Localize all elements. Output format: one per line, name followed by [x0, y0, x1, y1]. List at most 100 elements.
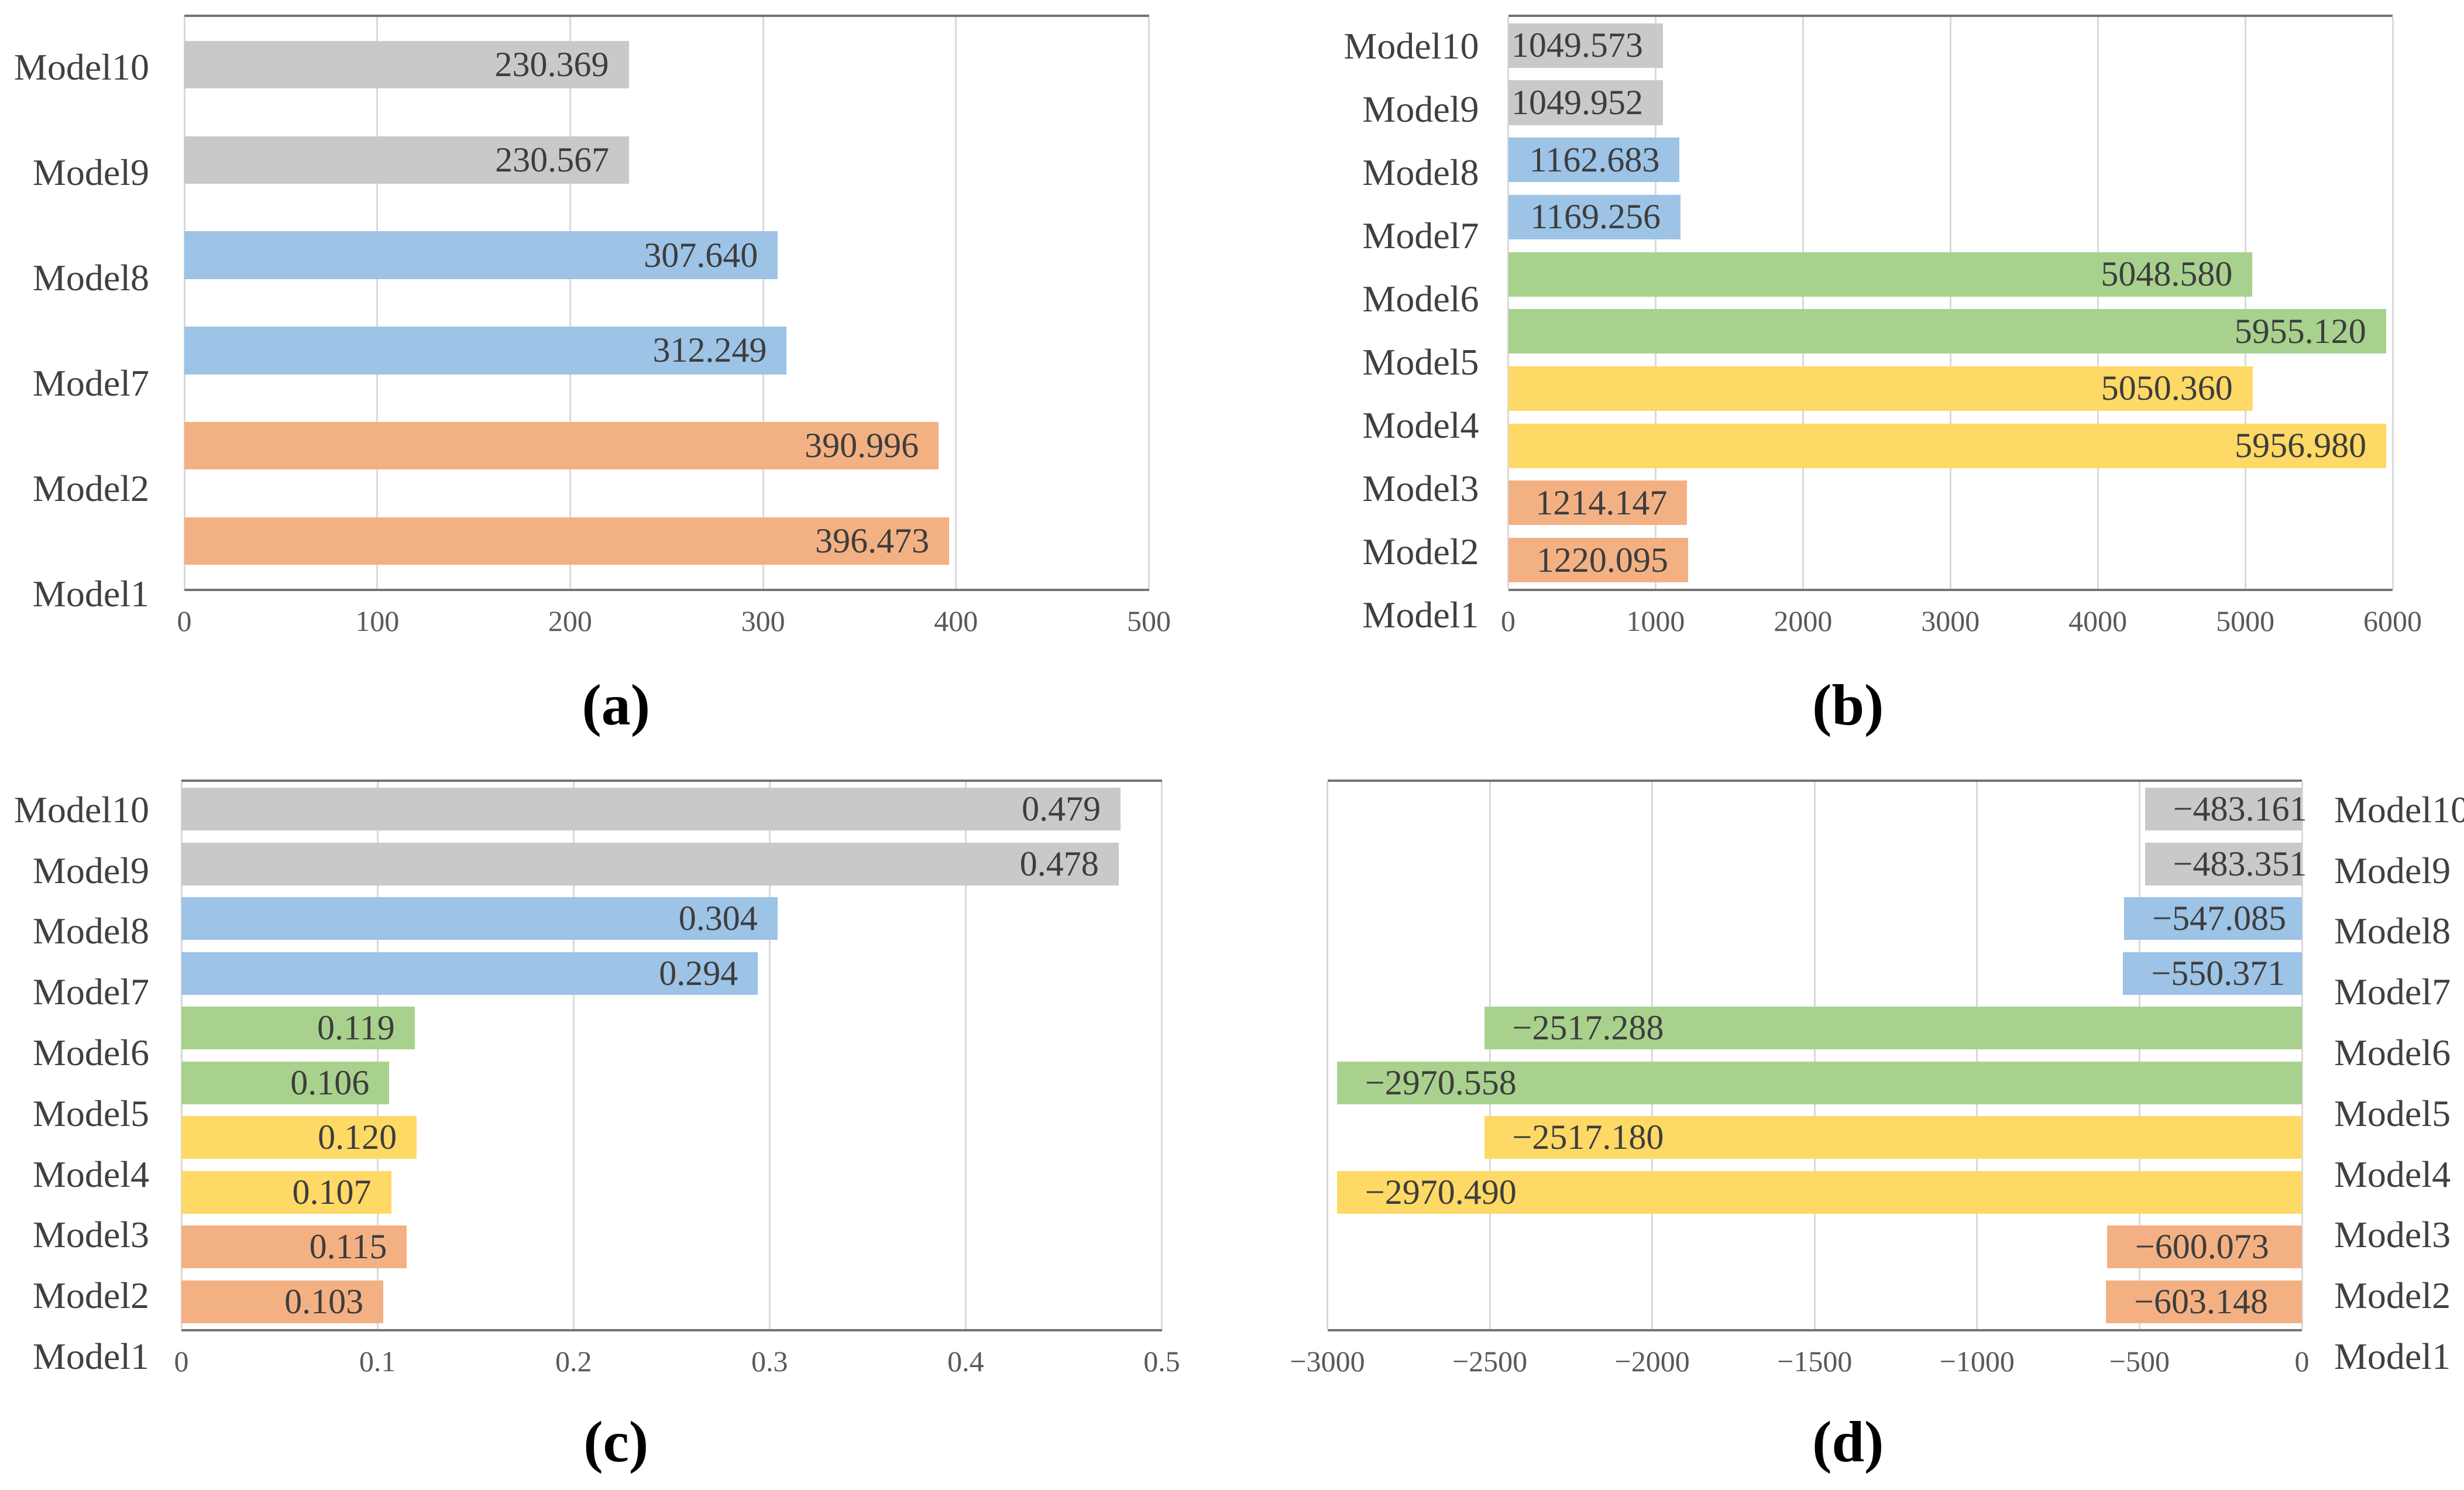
- gridline: [2391, 17, 2394, 589]
- bar-value-label: 390.996: [805, 426, 919, 465]
- bar-value-label: 0.106: [290, 1063, 370, 1102]
- bar-value-label: 5050.360: [2101, 369, 2233, 408]
- bar-model1: −603.148: [2106, 1280, 2302, 1323]
- x-tick-label: 3000: [1921, 605, 1980, 637]
- bar-row-model2: 0.115: [181, 1220, 1162, 1275]
- bar-value-label: 0.103: [284, 1282, 364, 1321]
- bar-model4: 5050.360: [1508, 366, 2253, 411]
- gridline: [768, 782, 771, 1329]
- x-tick-label: 0.1: [359, 1345, 396, 1378]
- bar-value-label: −2970.490: [1365, 1172, 1517, 1211]
- bar-model3: 0.107: [181, 1170, 391, 1214]
- bar-model10: 230.369: [184, 40, 629, 89]
- gridline: [955, 17, 957, 589]
- bar-value-label: 230.369: [494, 44, 609, 84]
- x-tick-label: −3000: [1290, 1345, 1365, 1378]
- category-label-model2: Model2: [32, 1275, 149, 1317]
- bar-row-model8: −547.085: [1328, 891, 2302, 946]
- bar-value-label: −547.085: [2152, 899, 2287, 938]
- bar-model7: −550.371: [2123, 952, 2302, 995]
- gridline: [1813, 782, 1816, 1329]
- plot-column-b: 1049.573 1049.952 1162.683 1169.256 5048.580…: [1501, 15, 2422, 647]
- x-tick-label: 500: [1127, 605, 1171, 637]
- bar-row-model6: −2517.288: [1328, 1001, 2302, 1056]
- bar-row-model8: 0.304: [181, 891, 1162, 946]
- category-label-model2: Model2: [32, 468, 149, 509]
- category-label-model5: Model5: [32, 1092, 149, 1134]
- category-label-model7: Model7: [1362, 215, 1479, 256]
- bar-value-label: −600.073: [2135, 1227, 2269, 1266]
- bar-model7: 1169.256: [1508, 194, 1681, 239]
- category-label-model8: Model8: [1362, 152, 1479, 193]
- category-label-model2: Model2: [2334, 1275, 2451, 1317]
- bar-model1: 1220.095: [1508, 537, 1688, 583]
- gridline: [1654, 17, 1657, 589]
- gridline: [1326, 782, 1328, 1329]
- bar-model3: −2970.490: [1336, 1170, 2302, 1214]
- bar-row-model4: 0.120: [181, 1110, 1162, 1165]
- bar-row-model10: 230.369: [184, 17, 1149, 112]
- gridline: [376, 17, 379, 589]
- x-tick-label: 0: [174, 1345, 189, 1378]
- bar-model8: 1162.683: [1508, 138, 1680, 183]
- bar-model2: −600.073: [2106, 1225, 2302, 1269]
- category-label-model3: Model3: [32, 1214, 149, 1256]
- bar-row-model2: −600.073: [1328, 1220, 2302, 1275]
- plot-column-d: −483.161 −483.351 −547.085 −550.371 −2517.28…: [1290, 780, 2310, 1387]
- panel-a: Model10 Model9 Model8 Model7 Model2 Model1 23…: [0, 0, 1232, 745]
- bar-value-label: 1169.256: [1530, 197, 1661, 236]
- x-tick-label: 300: [741, 605, 785, 637]
- bar-model2: 1214.147: [1508, 480, 1688, 526]
- bar-value-label: 0.120: [318, 1118, 397, 1157]
- bar-value-label: 0.107: [292, 1172, 372, 1211]
- category-label-model6: Model6: [2334, 1032, 2451, 1074]
- bar-row-model3: −2970.490: [1328, 1165, 2302, 1220]
- gridline: [1949, 17, 1951, 589]
- bar-value-label: −2970.558: [1365, 1063, 1517, 1102]
- x-tick-label: 0.3: [751, 1345, 788, 1378]
- gridline: [2244, 17, 2246, 589]
- bar-model7: 312.249: [184, 327, 787, 375]
- x-axis-b: 0 1000 2000 3000 4000 5000 6000: [1501, 591, 2422, 647]
- bar-row-model2: 1214.147: [1508, 475, 2393, 532]
- panel-c: Model10 Model9 Model8 Model7 Model6 Model5 Mod…: [0, 745, 1232, 1490]
- bar-value-label: 1220.095: [1536, 540, 1668, 579]
- bar-model8: 0.304: [181, 897, 778, 940]
- bar-model1: 0.103: [181, 1280, 384, 1323]
- category-label-model7: Model7: [32, 971, 149, 1013]
- bar-chart-d: Model10 Model9 Model8 Model7 Model6 Model5 Mod…: [1232, 780, 2464, 1387]
- bar-value-label: −2517.180: [1512, 1118, 1664, 1157]
- bar-model7: 0.294: [181, 952, 758, 995]
- bar-value-label: 230.567: [495, 140, 610, 179]
- bar-value-label: 0.115: [309, 1227, 387, 1266]
- gridline: [569, 17, 571, 589]
- bar-row-model7: 1169.256: [1508, 188, 2393, 246]
- x-tick-label: 0: [2294, 1345, 2310, 1378]
- bar-value-label: 396.473: [815, 521, 930, 561]
- gridline: [1651, 782, 1654, 1329]
- gridline: [964, 782, 967, 1329]
- panel-caption-b: (b): [1812, 672, 1884, 737]
- bar-model9: 230.567: [184, 136, 630, 184]
- x-tick-label: 0: [1501, 605, 1515, 637]
- category-label-model3: Model3: [2334, 1214, 2451, 1256]
- bar-row-model3: 5956.980: [1508, 417, 2393, 475]
- category-label-model8: Model8: [32, 910, 149, 952]
- bar-row-model5: 0.106: [181, 1056, 1162, 1111]
- x-tick-label: 4000: [2068, 605, 2128, 637]
- bar-model10: −483.161: [2145, 788, 2307, 831]
- x-axis-d: −3000 −2500 −2000 −1500 −1000 −500 0: [1290, 1331, 2309, 1387]
- x-axis-c: 0 0.1 0.2 0.3 0.4 0.5: [174, 1331, 1180, 1387]
- bar-model1: 396.473: [184, 517, 950, 565]
- bar-row-model1: −603.148: [1328, 1275, 2302, 1330]
- bar-value-label: −2517.288: [1512, 1008, 1664, 1048]
- plot-column-a: 230.369 230.567 307.640 312.249 390.996 396.4…: [177, 15, 1171, 647]
- x-tick-label: 5000: [2216, 605, 2275, 637]
- gridline: [1489, 782, 1491, 1329]
- gridline: [183, 17, 185, 589]
- bar-row-model10: −483.161: [1328, 782, 2307, 837]
- bar-model5: −2970.558: [1336, 1061, 2302, 1104]
- bar-model4: 0.120: [181, 1116, 417, 1159]
- bar-row-model1: 1220.095: [1508, 531, 2393, 589]
